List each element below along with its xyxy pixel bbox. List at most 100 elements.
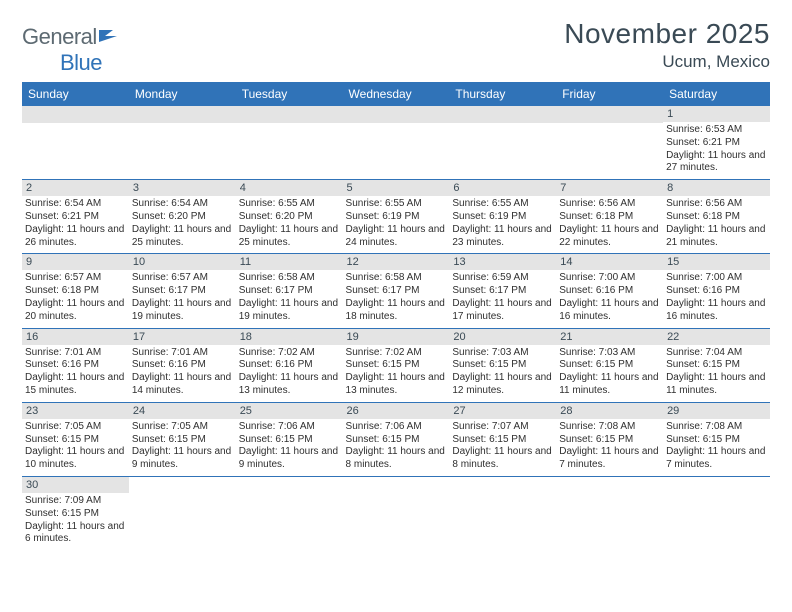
day-body: Sunrise: 7:02 AMSunset: 6:16 PMDaylight:… <box>236 345 343 402</box>
sunset: Sunset: 6:16 PM <box>559 285 660 298</box>
sunset: Sunset: 6:15 PM <box>132 434 233 447</box>
day-cell: 16Sunrise: 7:01 AMSunset: 6:16 PMDayligh… <box>22 328 129 402</box>
sunset: Sunset: 6:15 PM <box>666 359 767 372</box>
empty-body <box>22 123 129 177</box>
sunrise: Sunrise: 7:05 AM <box>25 421 126 434</box>
sunrise: Sunrise: 6:54 AM <box>132 198 233 211</box>
day-body: Sunrise: 7:01 AMSunset: 6:16 PMDaylight:… <box>22 345 129 402</box>
day-number: 22 <box>663 329 770 345</box>
day-number: 12 <box>343 254 450 270</box>
sunrise: Sunrise: 7:09 AM <box>25 495 126 508</box>
day-number: 18 <box>236 329 343 345</box>
daylight: Daylight: 11 hours and 20 minutes. <box>25 298 126 324</box>
sunrise: Sunrise: 7:03 AM <box>559 347 660 360</box>
dow-saturday: Saturday <box>663 82 770 106</box>
dow-friday: Friday <box>556 82 663 106</box>
daylight: Daylight: 11 hours and 15 minutes. <box>25 372 126 398</box>
day-cell: 20Sunrise: 7:03 AMSunset: 6:15 PMDayligh… <box>449 328 556 402</box>
sunset: Sunset: 6:16 PM <box>239 359 340 372</box>
day-number: 3 <box>129 180 236 196</box>
sunrise: Sunrise: 7:01 AM <box>132 347 233 360</box>
daylight: Daylight: 11 hours and 14 minutes. <box>132 372 233 398</box>
sunset: Sunset: 6:15 PM <box>452 434 553 447</box>
daylight: Daylight: 11 hours and 12 minutes. <box>452 372 553 398</box>
daylight: Daylight: 11 hours and 10 minutes. <box>25 446 126 472</box>
day-cell <box>556 106 663 180</box>
day-of-week-row: Sunday Monday Tuesday Wednesday Thursday… <box>22 82 770 106</box>
day-number: 28 <box>556 403 663 419</box>
day-cell <box>236 476 343 550</box>
sunset: Sunset: 6:15 PM <box>25 508 126 521</box>
sunrise: Sunrise: 7:06 AM <box>346 421 447 434</box>
sunset: Sunset: 6:16 PM <box>132 359 233 372</box>
day-body: Sunrise: 7:01 AMSunset: 6:16 PMDaylight:… <box>129 345 236 402</box>
week-row: 16Sunrise: 7:01 AMSunset: 6:16 PMDayligh… <box>22 328 770 402</box>
sunrise: Sunrise: 7:00 AM <box>666 272 767 285</box>
sunset: Sunset: 6:15 PM <box>239 434 340 447</box>
daylight: Daylight: 11 hours and 19 minutes. <box>132 298 233 324</box>
daylight: Daylight: 11 hours and 16 minutes. <box>559 298 660 324</box>
day-number: 8 <box>663 180 770 196</box>
daylight: Daylight: 11 hours and 11 minutes. <box>559 372 660 398</box>
sunset: Sunset: 6:18 PM <box>559 211 660 224</box>
calendar-page: General Blue November 2025 Ucum, Mexico … <box>0 0 792 550</box>
day-body: Sunrise: 6:53 AMSunset: 6:21 PMDaylight:… <box>663 122 770 179</box>
day-number: 10 <box>129 254 236 270</box>
empty-daynum <box>22 106 129 123</box>
day-number: 1 <box>663 106 770 122</box>
day-body: Sunrise: 6:57 AMSunset: 6:17 PMDaylight:… <box>129 270 236 327</box>
daylight: Daylight: 11 hours and 9 minutes. <box>132 446 233 472</box>
day-number: 9 <box>22 254 129 270</box>
location: Ucum, Mexico <box>564 52 770 72</box>
day-cell <box>449 106 556 180</box>
day-body: Sunrise: 7:06 AMSunset: 6:15 PMDaylight:… <box>236 419 343 476</box>
logo-text-blue: Blue <box>60 50 102 75</box>
day-number: 29 <box>663 403 770 419</box>
daylight: Daylight: 11 hours and 6 minutes. <box>25 521 126 547</box>
sunset: Sunset: 6:17 PM <box>132 285 233 298</box>
day-body: Sunrise: 6:55 AMSunset: 6:20 PMDaylight:… <box>236 196 343 253</box>
title-block: November 2025 Ucum, Mexico <box>564 18 770 72</box>
day-cell: 10Sunrise: 6:57 AMSunset: 6:17 PMDayligh… <box>129 254 236 328</box>
daylight: Daylight: 11 hours and 18 minutes. <box>346 298 447 324</box>
day-cell <box>343 476 450 550</box>
sunset: Sunset: 6:15 PM <box>346 434 447 447</box>
day-number: 14 <box>556 254 663 270</box>
day-cell: 11Sunrise: 6:58 AMSunset: 6:17 PMDayligh… <box>236 254 343 328</box>
dow-monday: Monday <box>129 82 236 106</box>
empty-daynum <box>449 106 556 123</box>
day-body: Sunrise: 6:55 AMSunset: 6:19 PMDaylight:… <box>343 196 450 253</box>
day-cell: 14Sunrise: 7:00 AMSunset: 6:16 PMDayligh… <box>556 254 663 328</box>
day-body: Sunrise: 7:03 AMSunset: 6:15 PMDaylight:… <box>556 345 663 402</box>
day-cell: 1Sunrise: 6:53 AMSunset: 6:21 PMDaylight… <box>663 106 770 180</box>
day-cell <box>449 476 556 550</box>
day-number: 7 <box>556 180 663 196</box>
sunrise: Sunrise: 6:59 AM <box>452 272 553 285</box>
daylight: Daylight: 11 hours and 17 minutes. <box>452 298 553 324</box>
sunset: Sunset: 6:15 PM <box>452 359 553 372</box>
day-cell: 26Sunrise: 7:06 AMSunset: 6:15 PMDayligh… <box>343 402 450 476</box>
day-number: 20 <box>449 329 556 345</box>
sunset: Sunset: 6:18 PM <box>25 285 126 298</box>
day-body: Sunrise: 7:00 AMSunset: 6:16 PMDaylight:… <box>556 270 663 327</box>
day-body: Sunrise: 6:54 AMSunset: 6:21 PMDaylight:… <box>22 196 129 253</box>
day-cell: 7Sunrise: 6:56 AMSunset: 6:18 PMDaylight… <box>556 180 663 254</box>
day-cell: 23Sunrise: 7:05 AMSunset: 6:15 PMDayligh… <box>22 402 129 476</box>
daylight: Daylight: 11 hours and 25 minutes. <box>132 224 233 250</box>
day-number: 21 <box>556 329 663 345</box>
sunrise: Sunrise: 7:04 AM <box>666 347 767 360</box>
day-cell: 22Sunrise: 7:04 AMSunset: 6:15 PMDayligh… <box>663 328 770 402</box>
day-cell: 9Sunrise: 6:57 AMSunset: 6:18 PMDaylight… <box>22 254 129 328</box>
day-cell: 19Sunrise: 7:02 AMSunset: 6:15 PMDayligh… <box>343 328 450 402</box>
day-number: 4 <box>236 180 343 196</box>
day-cell: 29Sunrise: 7:08 AMSunset: 6:15 PMDayligh… <box>663 402 770 476</box>
day-number: 6 <box>449 180 556 196</box>
day-number: 19 <box>343 329 450 345</box>
day-body: Sunrise: 6:56 AMSunset: 6:18 PMDaylight:… <box>556 196 663 253</box>
day-cell <box>556 476 663 550</box>
day-number: 27 <box>449 403 556 419</box>
day-body: Sunrise: 6:59 AMSunset: 6:17 PMDaylight:… <box>449 270 556 327</box>
daylight: Daylight: 11 hours and 25 minutes. <box>239 224 340 250</box>
daylight: Daylight: 11 hours and 22 minutes. <box>559 224 660 250</box>
header: General Blue November 2025 Ucum, Mexico <box>22 18 770 76</box>
